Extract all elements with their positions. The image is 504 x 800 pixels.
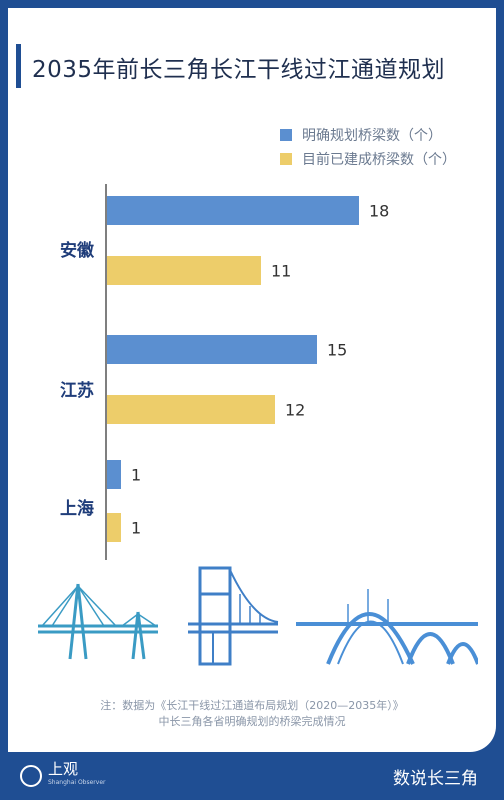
bar-value-label: 15 [327, 341, 347, 360]
bar-value-label: 1 [131, 519, 141, 538]
bar-built [107, 395, 275, 424]
logo-circle-icon [20, 765, 42, 787]
footnote-line-1: 注：数据为《长江干线过江通道布局规划（2020—2035年）》 [100, 699, 404, 712]
bar-planned [107, 196, 359, 225]
legend-item-built: 目前已建成桥梁数（个） [280, 147, 456, 171]
legend-label-built: 目前已建成桥梁数（个） [302, 152, 456, 168]
bar-built [107, 513, 121, 542]
shanghai-observer-logo: 上观 Shanghai Observer [20, 762, 105, 790]
bar-value-label: 11 [271, 262, 291, 281]
footnote-line-2: 中长三角各省明确规划的桥梁完成情况 [158, 715, 346, 728]
logo-subtitle: Shanghai Observer [48, 779, 106, 786]
legend: 明确规划桥梁数（个） 目前已建成桥梁数（个） [280, 123, 456, 171]
title-accent-bar [16, 44, 21, 88]
suspension-bridge-icon [188, 566, 279, 666]
legend-item-planned: 明确规划桥梁数（个） [280, 123, 456, 147]
category-label: 上海 [60, 498, 94, 519]
bar-planned [107, 460, 121, 489]
bar-planned [107, 335, 317, 364]
bar-value-label: 12 [285, 401, 305, 420]
chart-title: 2035年前长三角长江干线过江通道规划 [32, 57, 446, 83]
brand-label: 数说长三角 [393, 769, 478, 789]
bar-built [107, 256, 261, 285]
arch-bridge-icon [296, 589, 478, 665]
category-label: 江苏 [60, 380, 94, 401]
bridge-illustration [38, 566, 478, 666]
logo-text: 上观 [48, 760, 79, 778]
footnote: 注：数据为《长江干线过江通道布局规划（2020—2035年）》 中长三角各省明确… [8, 698, 496, 730]
category-label: 安徽 [60, 240, 95, 261]
cable-stayed-bridge-icon [38, 583, 158, 660]
legend-swatch-planned [280, 129, 292, 141]
legend-label-planned: 明确规划桥梁数（个） [302, 128, 442, 144]
legend-swatch-built [280, 153, 292, 165]
infographic-card: 2035年前长三角长江干线过江通道规划 明确规划桥梁数（个） 目前已建成桥梁数（… [8, 8, 496, 752]
bar-value-label: 18 [369, 202, 389, 221]
bar-value-label: 1 [131, 466, 141, 485]
